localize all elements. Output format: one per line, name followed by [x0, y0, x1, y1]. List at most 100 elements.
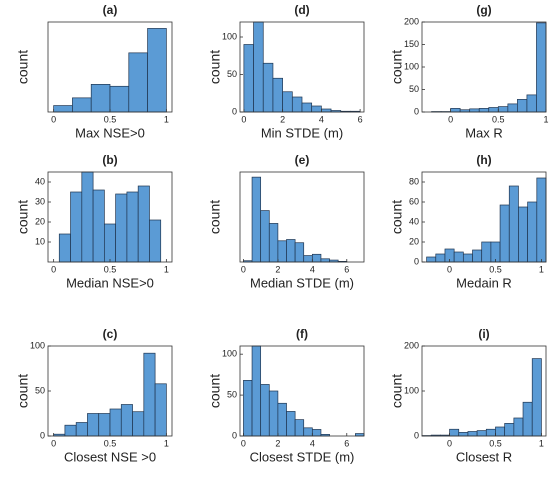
bar — [453, 251, 464, 263]
bar — [303, 255, 313, 263]
x-tick-label: 0 — [51, 114, 56, 124]
bar — [149, 219, 162, 263]
x-axis-label: Max R — [465, 125, 503, 140]
y-tick-label: 50 — [409, 84, 419, 94]
panel-title: (a) — [103, 3, 118, 17]
bar — [435, 253, 446, 263]
bar — [58, 233, 71, 263]
bar — [294, 242, 305, 263]
x-axis-label: Min STDE (m) — [261, 125, 343, 140]
bar — [243, 380, 253, 437]
x-tick-label: 1 — [539, 264, 544, 274]
x-axis-label: Closest STDE (m) — [250, 449, 355, 464]
bar — [243, 44, 254, 113]
y-tick-label: 50 — [227, 389, 237, 399]
x-axis-label: Median NSE>0 — [66, 275, 154, 290]
x-tick-label: 4 — [310, 264, 315, 274]
bar — [104, 223, 116, 263]
bar — [499, 204, 510, 263]
bar — [92, 189, 105, 263]
y-tick-label: 0 — [414, 256, 419, 266]
bar — [109, 85, 130, 113]
x-tick-label: 0 — [51, 438, 56, 448]
bar — [268, 390, 279, 437]
x-tick-label: 0 — [241, 438, 246, 448]
x-tick-label: 4 — [319, 114, 324, 124]
y-axis-label: count — [389, 374, 405, 408]
axes-box — [421, 171, 547, 263]
x-tick-label: 0.5 — [104, 264, 117, 274]
bar — [504, 423, 515, 437]
bar — [72, 97, 92, 113]
y-tick-label: 10 — [35, 236, 45, 246]
x-tick-label: 1 — [539, 438, 544, 448]
y-tick-label: 100 — [222, 349, 237, 359]
y-tick-label: 40 — [35, 176, 45, 186]
bar — [251, 345, 262, 437]
bar — [277, 240, 287, 263]
bar — [527, 201, 538, 263]
y-axis-label: count — [207, 50, 223, 84]
bar — [277, 402, 287, 437]
x-tick-label: 6 — [344, 438, 349, 448]
bar — [294, 419, 305, 437]
y-tick-label: 60 — [409, 196, 419, 206]
axes-box — [239, 21, 365, 113]
bar — [272, 77, 283, 113]
y-tick-label: 200 — [404, 16, 419, 26]
x-tick-label: 0.5 — [104, 114, 117, 124]
bar — [522, 401, 533, 437]
bar — [147, 28, 167, 113]
bar — [143, 352, 156, 437]
axes-box — [239, 171, 365, 263]
bar — [485, 428, 496, 437]
bar — [488, 107, 499, 113]
panel-title: (d) — [294, 3, 309, 17]
bar — [497, 106, 509, 113]
y-tick-label: 80 — [409, 176, 419, 186]
y-tick-label: 50 — [227, 69, 237, 79]
bar — [426, 256, 437, 263]
x-tick-label: 0 — [448, 114, 453, 124]
bar — [536, 22, 547, 113]
y-tick-label: 150 — [404, 39, 419, 49]
bar — [518, 206, 528, 263]
x-tick-label: 4 — [310, 438, 315, 448]
bar — [536, 177, 547, 263]
y-axis-label: count — [15, 200, 31, 234]
y-tick-label: 20 — [409, 236, 419, 246]
bar — [450, 108, 461, 113]
axes-box — [239, 345, 365, 437]
y-tick-label: 30 — [35, 196, 45, 206]
bar — [260, 384, 270, 437]
y-tick-label: 0 — [232, 430, 237, 440]
bar — [154, 383, 167, 437]
y-tick-label: 20 — [35, 216, 45, 226]
y-axis-label: count — [207, 200, 223, 234]
bar — [513, 417, 524, 437]
y-tick-label: 0 — [232, 106, 237, 116]
bar — [286, 239, 296, 263]
bar — [251, 176, 262, 263]
bar — [476, 430, 487, 437]
y-tick-label: 100 — [222, 31, 237, 41]
bar — [291, 96, 303, 113]
bar — [449, 428, 460, 437]
x-tick-label: 0.5 — [104, 438, 117, 448]
x-tick-label: 0 — [241, 114, 246, 124]
x-axis-label: Median STDE (m) — [250, 275, 354, 290]
panel-title: (f) — [296, 327, 308, 341]
bar — [81, 171, 94, 263]
y-tick-label: 40 — [409, 216, 419, 226]
x-axis-label: Medain R — [456, 275, 512, 290]
x-axis-label: Closest R — [456, 449, 512, 464]
bar — [478, 108, 490, 113]
bar — [282, 91, 293, 113]
bar — [53, 105, 73, 113]
panel-title: (e) — [295, 153, 310, 167]
bar — [70, 191, 83, 263]
panel-title: (b) — [102, 153, 117, 167]
bar — [311, 429, 322, 437]
y-axis-label: count — [15, 50, 31, 84]
